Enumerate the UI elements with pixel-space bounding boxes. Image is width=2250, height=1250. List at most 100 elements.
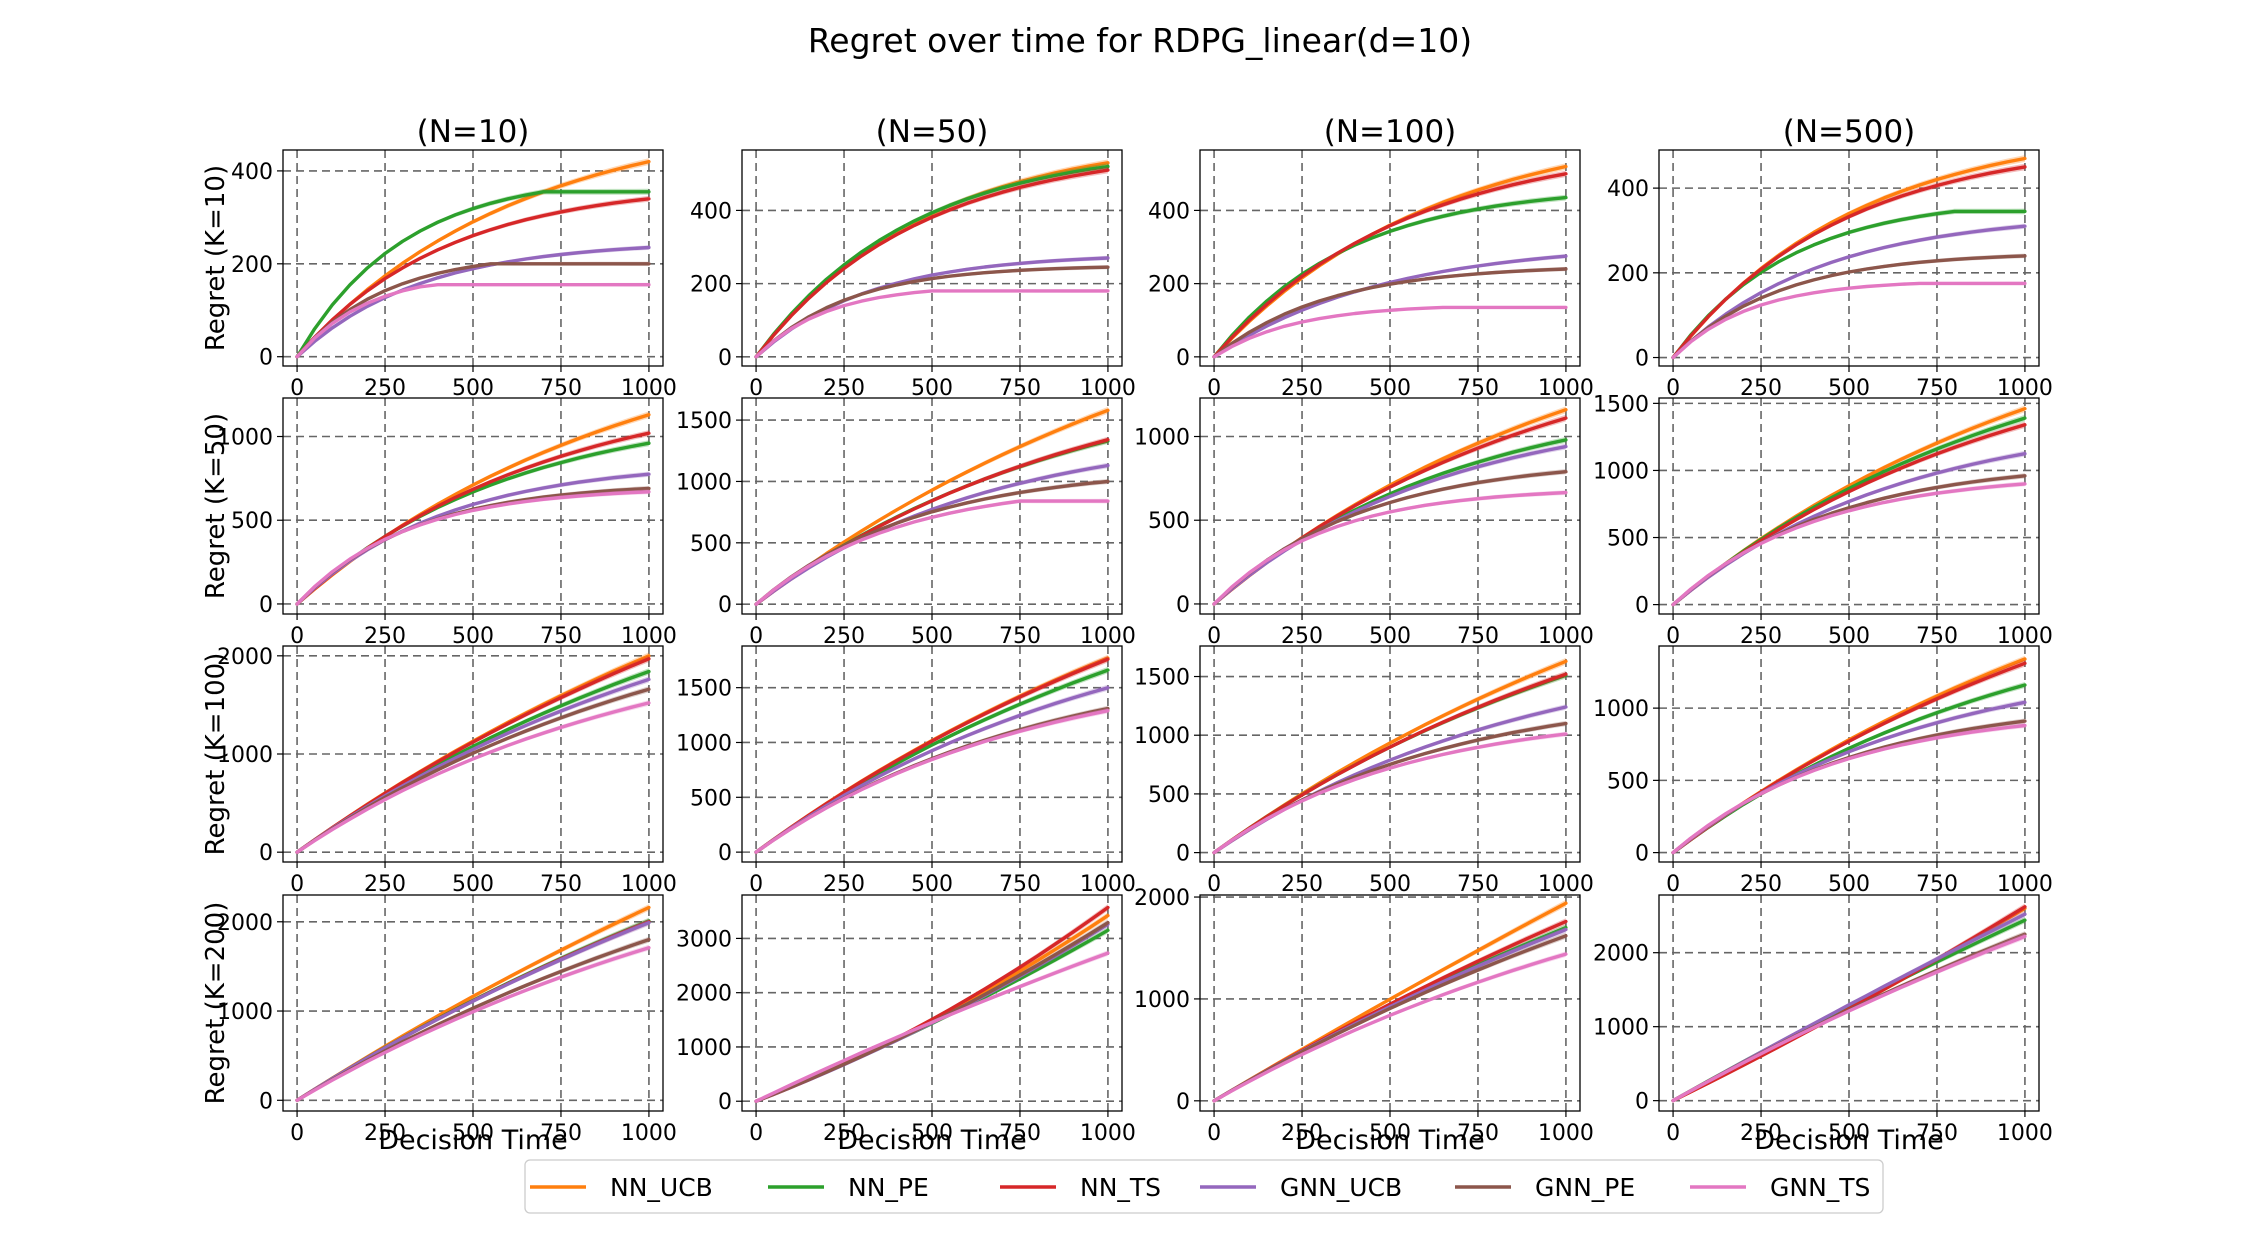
x-tick-label: 0 xyxy=(290,376,304,401)
x-tick-label: 750 xyxy=(1457,1121,1499,1146)
y-tick-label: 200 xyxy=(1148,273,1190,298)
y-tick-label: 500 xyxy=(690,786,732,811)
series-gnn-pe xyxy=(754,265,1110,359)
y-tick-label: 2000 xyxy=(1134,886,1190,911)
y-tick-label: 400 xyxy=(690,199,732,224)
band-nn-pe xyxy=(756,666,1108,853)
panel-r3-c2: 0 250 500 750 1000 0 1000 2000 xyxy=(1134,886,1594,1146)
series-gnn-ts xyxy=(1212,732,1568,855)
band-gnn-ts xyxy=(297,944,649,1101)
figure-title: Regret over time for RDPG_linear(d=10) xyxy=(808,21,1472,60)
x-axis-label-0: Decision Time xyxy=(378,1125,568,1156)
x-tick-label: 750 xyxy=(999,872,1041,897)
x-tick-label: 500 xyxy=(911,624,953,649)
series-gnn-ts xyxy=(295,490,651,606)
series-gnn-ts xyxy=(754,289,1110,359)
x-tick-label: 500 xyxy=(1369,624,1411,649)
series-nn-ts xyxy=(1671,165,2027,360)
x-tick-label: 0 xyxy=(749,872,763,897)
series-gnn-pe xyxy=(1212,267,1568,359)
row-label-2: Regret (K=100) xyxy=(201,653,231,856)
y-tick-label: 1000 xyxy=(676,470,732,495)
y-tick-label: 0 xyxy=(1176,346,1190,371)
x-tick-label: 250 xyxy=(1740,872,1782,897)
series-gnn-ts xyxy=(1212,952,1568,1103)
band-nn-pe xyxy=(1214,672,1566,853)
y-tick-label: 500 xyxy=(1148,509,1190,534)
x-tick-label: 750 xyxy=(1457,624,1499,649)
x-tick-label: 0 xyxy=(290,1121,304,1146)
band-nn-ucb xyxy=(756,406,1108,605)
row-label-3: Regret (K=200) xyxy=(201,902,231,1105)
y-tick-label: 1000 xyxy=(1593,459,1649,484)
column-title-0: (N=10) xyxy=(417,114,530,150)
x-tick-label: 250 xyxy=(1740,1121,1782,1146)
y-tick-label: 1500 xyxy=(676,409,732,434)
y-tick-label: 1000 xyxy=(676,731,732,756)
series-gnn-ts xyxy=(1212,305,1568,359)
x-tick-label: 250 xyxy=(1281,376,1323,401)
y-tick-label: 3000 xyxy=(676,927,732,952)
y-tick-label: 400 xyxy=(1148,199,1190,224)
y-tick-label: 500 xyxy=(1607,527,1649,552)
y-tick-label: 0 xyxy=(259,841,273,866)
x-tick-label: 750 xyxy=(540,624,582,649)
column-titles: (N=10) (N=50) (N=100) (N=500) xyxy=(417,114,1916,150)
y-tick-label: 1000 xyxy=(676,1036,732,1061)
x-tick-label: 1000 xyxy=(1997,376,2053,401)
series-gnn-ts xyxy=(295,701,651,854)
legend-item-nn-ucb: NN_UCB xyxy=(530,1173,713,1202)
row-label-1: Regret (K=50) xyxy=(201,413,231,599)
x-tick-label: 0 xyxy=(1207,376,1221,401)
x-tick-label: 0 xyxy=(749,624,763,649)
series-nn-ts xyxy=(1212,672,1568,855)
legend-label: NN_TS xyxy=(1080,1173,1161,1202)
x-tick-label: 750 xyxy=(1916,624,1958,649)
x-tick-label: 0 xyxy=(290,872,304,897)
y-tick-label: 400 xyxy=(231,160,273,185)
x-tick-label: 500 xyxy=(1828,376,1870,401)
x-tick-label: 0 xyxy=(1207,624,1221,649)
y-tick-label: 0 xyxy=(1635,347,1649,372)
y-tick-label: 0 xyxy=(259,1089,273,1114)
x-tick-label: 0 xyxy=(749,1121,763,1146)
x-tick-label: 250 xyxy=(823,1121,865,1146)
y-tick-label: 2000 xyxy=(217,911,273,936)
y-tick-label: 0 xyxy=(718,593,732,618)
panel-r1-c0: 0 250 500 750 1000 0 500 1000 xyxy=(217,397,677,649)
x-tick-label: 250 xyxy=(1281,872,1323,897)
legend-item-gnn-ts: GNN_TS xyxy=(1690,1173,1870,1202)
column-title-2: (N=100) xyxy=(1324,114,1457,150)
x-tick-label: 1000 xyxy=(1080,376,1136,401)
x-tick-label: 750 xyxy=(1457,872,1499,897)
x-axis-label-1: Decision Time xyxy=(837,1125,1027,1156)
panel-r0-c3: 0 250 500 750 1000 0 200 400 xyxy=(1607,149,2053,401)
x-tick-label: 500 xyxy=(1828,1121,1870,1146)
series-gnn-ts xyxy=(1671,482,2027,607)
band-nn-ts xyxy=(1673,421,2025,605)
series-gnn-ucb xyxy=(1671,224,2027,360)
x-tick-label: 1000 xyxy=(1997,1121,2053,1146)
x-tick-label: 250 xyxy=(364,376,406,401)
x-tick-label: 1000 xyxy=(1080,624,1136,649)
y-tick-label: 500 xyxy=(231,509,273,534)
x-tick-label: 500 xyxy=(911,1121,953,1146)
x-tick-label: 500 xyxy=(452,376,494,401)
x-tick-label: 1000 xyxy=(1997,624,2053,649)
series-gnn-ts xyxy=(1671,281,2027,360)
series-gnn-pe xyxy=(1671,254,2027,360)
x-tick-label: 1000 xyxy=(621,376,677,401)
band-gnn-ucb xyxy=(297,676,649,853)
series-gnn-ucb xyxy=(295,245,651,359)
x-tick-label: 0 xyxy=(1666,624,1680,649)
x-tick-label: 750 xyxy=(999,376,1041,401)
panel-grid: 0 250 500 750 1000 0 200 400 0 250 500 750 1000 0 200 4… xyxy=(217,149,2053,1146)
x-tick-label: 750 xyxy=(999,624,1041,649)
y-tick-label: 400 xyxy=(1607,177,1649,202)
x-tick-label: 0 xyxy=(749,376,763,401)
y-tick-label: 2000 xyxy=(676,982,732,1007)
y-tick-label: 1000 xyxy=(1134,426,1190,451)
x-tick-label: 750 xyxy=(1916,1121,1958,1146)
x-tick-label: 1000 xyxy=(1080,872,1136,897)
y-tick-label: 0 xyxy=(1635,594,1649,619)
